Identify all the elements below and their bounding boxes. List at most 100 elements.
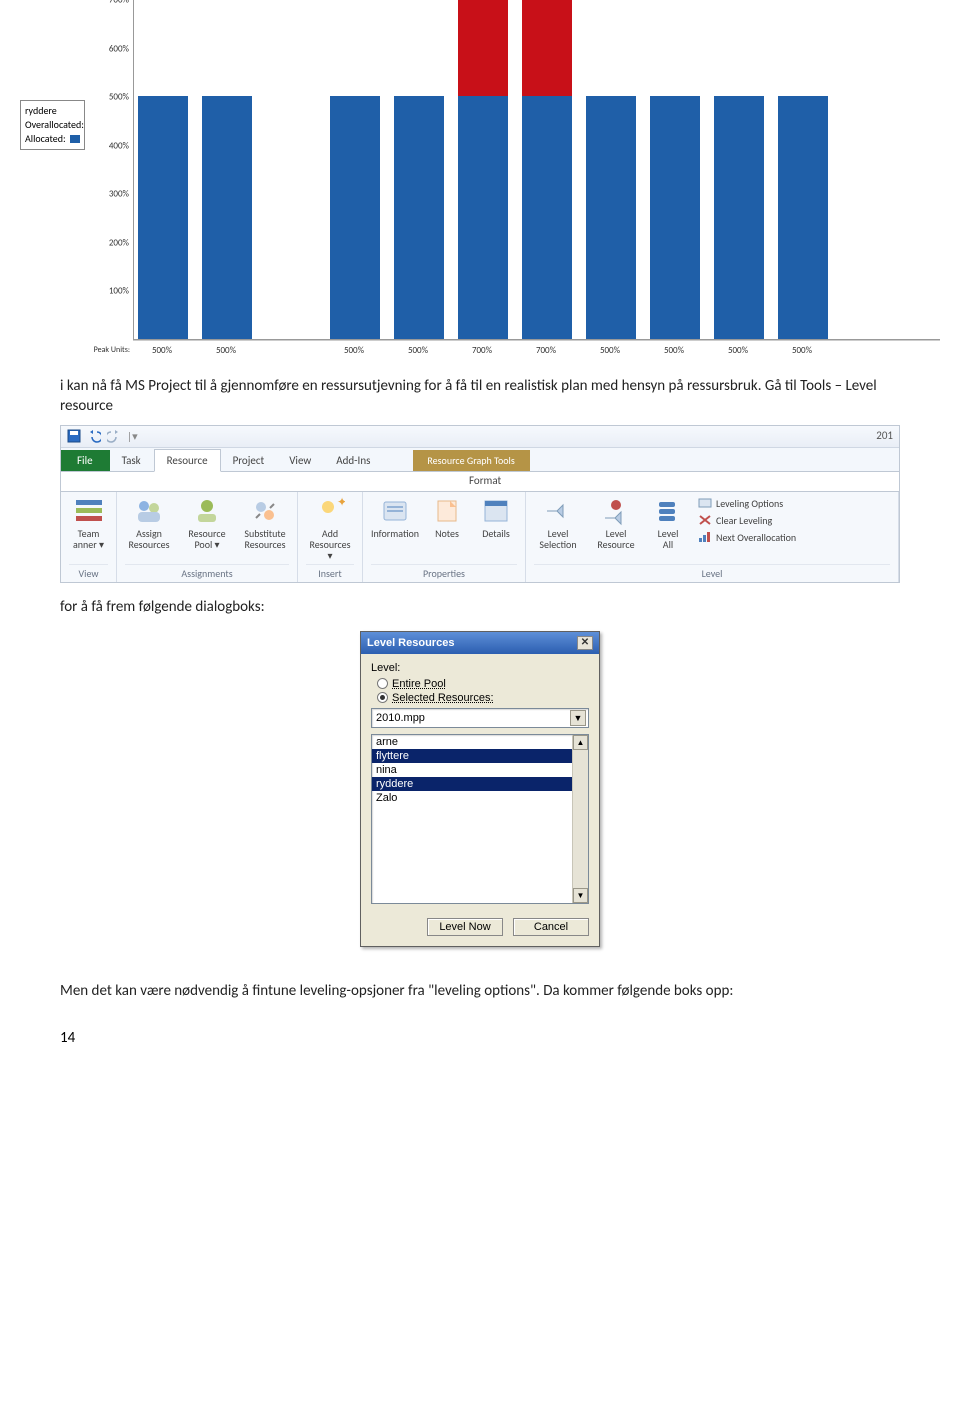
- level-resource-button[interactable]: Level Resource: [592, 496, 640, 550]
- peak-units-label: Peak Units:: [93, 345, 133, 355]
- peak-value: 700%: [521, 345, 571, 356]
- legend-allocated-swatch: [70, 135, 80, 143]
- ytick-label: 100%: [109, 286, 129, 297]
- tab-resource[interactable]: Resource: [154, 449, 221, 472]
- combo-value: 2010.mpp: [376, 712, 425, 724]
- ytick-label: 300%: [109, 189, 129, 200]
- level-label: Level:: [371, 662, 589, 674]
- svg-text:✦: ✦: [337, 496, 345, 510]
- tab-addins[interactable]: Add-Ins: [324, 450, 383, 471]
- next-overallocation-button[interactable]: Next Overallocation: [696, 530, 798, 545]
- group-level-label: Level: [534, 564, 890, 580]
- paragraph-2: for å få frem følgende dialogboks:: [0, 583, 960, 625]
- tab-context-title: Resource Graph Tools: [413, 450, 529, 471]
- substitute-icon: [250, 496, 280, 526]
- peak-value: 500%: [393, 345, 443, 356]
- list-item[interactable]: nina: [372, 763, 572, 777]
- peak-value: 500%: [649, 345, 699, 356]
- assign-resources-button[interactable]: Assign Resources: [125, 496, 173, 550]
- bar: [202, 96, 252, 339]
- quick-access-toolbar: |▾ 201: [61, 426, 899, 448]
- peak-value: 700%: [457, 345, 507, 356]
- tab-view[interactable]: View: [277, 450, 324, 471]
- selected-resources-radio[interactable]: Selected Resources:: [377, 692, 589, 704]
- tab-project[interactable]: Project: [221, 450, 278, 471]
- bar: [458, 0, 508, 339]
- bar: [714, 96, 764, 339]
- bar: [330, 96, 380, 339]
- level-selection-icon: [543, 496, 573, 526]
- cancel-button[interactable]: Cancel: [513, 918, 589, 936]
- chart-y-axis: 700%600%500%400%300%200%100%: [93, 0, 129, 340]
- list-item[interactable]: arne: [372, 735, 572, 749]
- clear-leveling-button[interactable]: Clear Leveling: [696, 513, 774, 528]
- bar: [650, 96, 700, 339]
- page-number: 14: [0, 1009, 960, 1067]
- level-all-icon: [653, 496, 683, 526]
- undo-icon[interactable]: [87, 429, 101, 443]
- bar: [138, 96, 188, 339]
- bar-allocated: [778, 96, 828, 339]
- information-button[interactable]: Information: [371, 496, 419, 539]
- level-selection-button[interactable]: Level Selection: [534, 496, 582, 550]
- bar-allocated: [394, 96, 444, 339]
- bar: [522, 0, 572, 339]
- scroll-down-icon[interactable]: ▼: [573, 888, 588, 903]
- save-icon[interactable]: [67, 429, 81, 443]
- legend-title: ryddere: [25, 104, 80, 117]
- list-item[interactable]: Zalo: [372, 791, 572, 805]
- team-planner-button[interactable]: Team anner ▾: [69, 496, 108, 550]
- bar-allocated: [650, 96, 700, 339]
- legend-overallocated-label: Overallocated:: [25, 118, 84, 131]
- project-combo[interactable]: 2010.mpp ▼: [371, 708, 589, 728]
- bar-allocated: [330, 96, 380, 339]
- close-button[interactable]: ✕: [577, 636, 593, 650]
- bar-allocated: [586, 96, 636, 339]
- resource-pool-button[interactable]: Resource Pool ▾: [183, 496, 231, 550]
- details-icon: [481, 496, 511, 526]
- tab-format[interactable]: Format: [453, 472, 518, 491]
- bar-allocated: [522, 96, 572, 339]
- bar-overallocated: [458, 0, 508, 96]
- tab-file[interactable]: File: [61, 450, 110, 471]
- peak-value: 500%: [201, 345, 251, 356]
- scroll-up-icon[interactable]: ▲: [573, 735, 588, 750]
- ribbon-groups: Team anner ▾ View Assign Resources Resou: [61, 492, 899, 582]
- details-button[interactable]: Details: [475, 496, 517, 539]
- leveling-options-button[interactable]: Leveling Options: [696, 496, 785, 511]
- substitute-resources-button[interactable]: Substitute Resources: [241, 496, 289, 550]
- dropdown-icon[interactable]: ▼: [570, 710, 586, 726]
- peak-value: 500%: [585, 345, 635, 356]
- tab-task[interactable]: Task: [110, 450, 154, 471]
- level-resource-icon: [601, 496, 631, 526]
- peak-value: 500%: [713, 345, 763, 356]
- add-resources-button[interactable]: ✦ Add Resources ▾: [306, 496, 354, 561]
- resource-pool-icon: [192, 496, 222, 526]
- level-resources-dialog: Level Resources ✕ Level: Entire Pool Sel…: [360, 631, 600, 947]
- next-overallocation-icon: [698, 531, 712, 543]
- resource-graph-region: ryddere Overallocated: Allocated: 700%60…: [0, 0, 960, 362]
- information-icon: [380, 496, 410, 526]
- scrollbar[interactable]: ▲ ▼: [572, 735, 588, 903]
- add-resource-icon: ✦: [315, 496, 345, 526]
- ytick-label: 700%: [109, 0, 129, 6]
- ribbon: |▾ 201 File Task Resource Project View A…: [60, 425, 900, 583]
- bar-allocated: [138, 96, 188, 339]
- list-item[interactable]: flyttere: [372, 749, 572, 763]
- bar-allocated: [714, 96, 764, 339]
- ytick-label: 600%: [109, 43, 129, 54]
- group-insert-label: Insert: [306, 564, 354, 580]
- bar-allocated: [202, 96, 252, 339]
- redo-icon[interactable]: [107, 429, 121, 443]
- notes-icon: [432, 496, 462, 526]
- radio-icon: [377, 678, 388, 689]
- list-item[interactable]: ryddere: [372, 777, 572, 791]
- group-properties-label: Properties: [371, 564, 517, 580]
- entire-pool-radio[interactable]: Entire Pool: [377, 678, 589, 690]
- level-now-button[interactable]: Level Now: [427, 918, 503, 936]
- people-icon: [134, 496, 164, 526]
- bar-overallocated: [522, 0, 572, 96]
- level-all-button[interactable]: Level All: [650, 496, 686, 550]
- notes-button[interactable]: Notes: [429, 496, 465, 539]
- resource-listbox[interactable]: arneflyttereninaryddereZalo ▲ ▼: [371, 734, 589, 904]
